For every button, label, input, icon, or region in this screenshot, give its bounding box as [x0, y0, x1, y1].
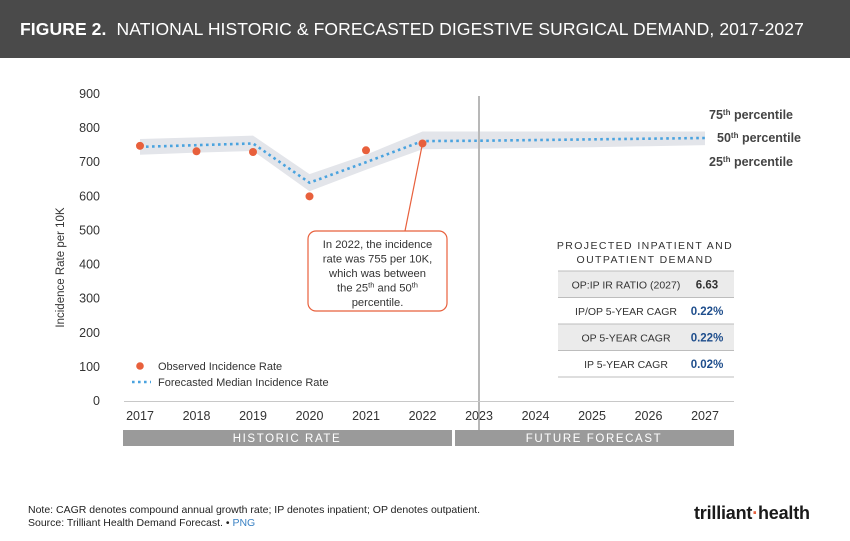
annotation-line-part: which was between: [328, 268, 426, 280]
logo-word-health: health: [758, 503, 810, 523]
percentile-label-part: th: [723, 108, 731, 117]
percentile-label-part: percentile: [738, 131, 801, 145]
x-tick-label-2025: 2025: [578, 409, 606, 423]
annotation-box: [307, 230, 448, 312]
annotation-text: In 2022, the incidence rate was 755 per 1…: [323, 239, 432, 309]
table-row-bg: [558, 271, 734, 298]
x-tick-label-2021: 2021: [352, 409, 380, 423]
percentile-band: [140, 131, 705, 192]
observed-point-2021: [362, 146, 370, 155]
observed-point-2020: [305, 192, 314, 201]
annotation-line-part: rate was 755 per 10K,: [323, 254, 432, 266]
separator-dot: •: [225, 517, 230, 529]
png-download-link[interactable]: PNG: [232, 517, 256, 529]
table-row-label: IP 5-YEAR CAGR: [584, 359, 668, 371]
y-tick-label-300: 300: [79, 292, 100, 306]
x-tick-label-2017: 2017: [126, 409, 154, 423]
y-tick-label-400: 400: [79, 258, 100, 272]
percentile-label-50: 50th percentile: [717, 131, 801, 146]
source-text: Source: Trilliant Health Demand Forecast…: [28, 517, 223, 529]
observed-point-2019: [249, 147, 257, 156]
legend-observed-label: Observed Incidence Rate: [158, 361, 282, 373]
historic-rate-bar: [123, 430, 452, 446]
table-title-line-2: OUTPATIENT DEMAND: [577, 254, 714, 266]
figure-header: FIGURE 2. NATIONAL HISTORIC & FORECASTED…: [0, 0, 850, 58]
table-row-value: 0.22%: [691, 306, 724, 318]
demand-chart: 0 100 200 300 400 500 600 700 800 900 Incidence Ra…: [55, 87, 801, 446]
footer-note: Note: CAGR denotes compound annual growt…: [28, 504, 480, 530]
y-axis-title: Incidence Rate per 10K: [55, 207, 67, 328]
x-tick-label-2022: 2022: [409, 409, 437, 423]
historic-rate-label: HISTORIC RATE: [233, 433, 342, 445]
future-forecast-bar: [455, 430, 734, 446]
y-tick-label-0: 0: [93, 394, 100, 408]
annotation-line-part: and 50: [374, 283, 411, 295]
table-row-value: 6.63: [696, 280, 718, 292]
y-tick-label-100: 100: [79, 360, 100, 374]
table-row-value: 0.22%: [691, 333, 724, 345]
y-tick-label-200: 200: [79, 326, 100, 340]
annotation-line-part: th: [412, 280, 418, 289]
percentile-label-25: 25th percentile: [709, 155, 793, 170]
legend-forecast-label: Forecasted Median Incidence Rate: [158, 377, 329, 389]
y-tick-label-800: 800: [79, 121, 100, 135]
x-tick-label-2024: 2024: [522, 409, 550, 423]
percentile-label-part: 50: [717, 131, 731, 145]
observed-point-2022: [418, 139, 427, 148]
percentile-label-part: th: [731, 131, 739, 140]
trilliant-health-logo: trilliant·health: [694, 503, 810, 524]
table-row-label: OP 5-YEAR CAGR: [581, 333, 670, 345]
annotation-line-part: In 2022, the incidence: [323, 239, 432, 251]
percentile-label-75: 75th percentile: [709, 108, 793, 123]
table-row-label: OP:IP IR RATIO (2027): [572, 280, 681, 292]
percentile-label-part: percentile: [730, 155, 793, 169]
observed-point-2017: [136, 141, 144, 150]
x-tick-label-2027: 2027: [691, 409, 719, 423]
x-tick-label-2018: 2018: [183, 409, 211, 423]
note-text: Note: CAGR denotes compound annual growt…: [28, 504, 480, 516]
percentile-label-part: percentile: [730, 108, 793, 122]
annotation-connector: [404, 143, 424, 232]
annotation-line-part: th: [368, 280, 374, 289]
legend-observed-marker: [136, 362, 144, 370]
annotation-line-part: percentile.: [352, 297, 404, 309]
x-tick-label-2019: 2019: [239, 409, 267, 423]
logo-word-trilliant: trilliant: [694, 503, 753, 523]
x-tick-label-2020: 2020: [296, 409, 324, 423]
logo-mark-icon: ·: [752, 503, 758, 523]
y-tick-label-500: 500: [79, 223, 100, 237]
future-forecast-label: FUTURE FORECAST: [526, 433, 662, 445]
figure-title: NATIONAL HISTORIC & FORECASTED DIGESTIVE…: [116, 18, 804, 39]
percentile-label-part: th: [723, 155, 731, 164]
percentile-label-part: 25: [709, 155, 723, 169]
percentile-label-part: 75: [709, 108, 723, 122]
annotation-line-part: the 25: [337, 283, 368, 295]
table-row-value: 0.02%: [691, 359, 724, 371]
y-tick-label-600: 600: [79, 189, 100, 203]
y-tick-label-700: 700: [79, 155, 100, 169]
x-tick-label-2026: 2026: [635, 409, 663, 423]
table-row-bg: [558, 324, 734, 351]
figure-label: FIGURE 2.: [20, 18, 107, 39]
observed-point-2018: [192, 147, 201, 156]
x-tick-label-2023: 2023: [465, 409, 493, 423]
y-tick-label-900: 900: [79, 87, 100, 101]
table-title-line-1: PROJECTED INPATIENT AND: [557, 240, 733, 252]
table-row-label: IP/OP 5-YEAR CAGR: [575, 306, 677, 318]
